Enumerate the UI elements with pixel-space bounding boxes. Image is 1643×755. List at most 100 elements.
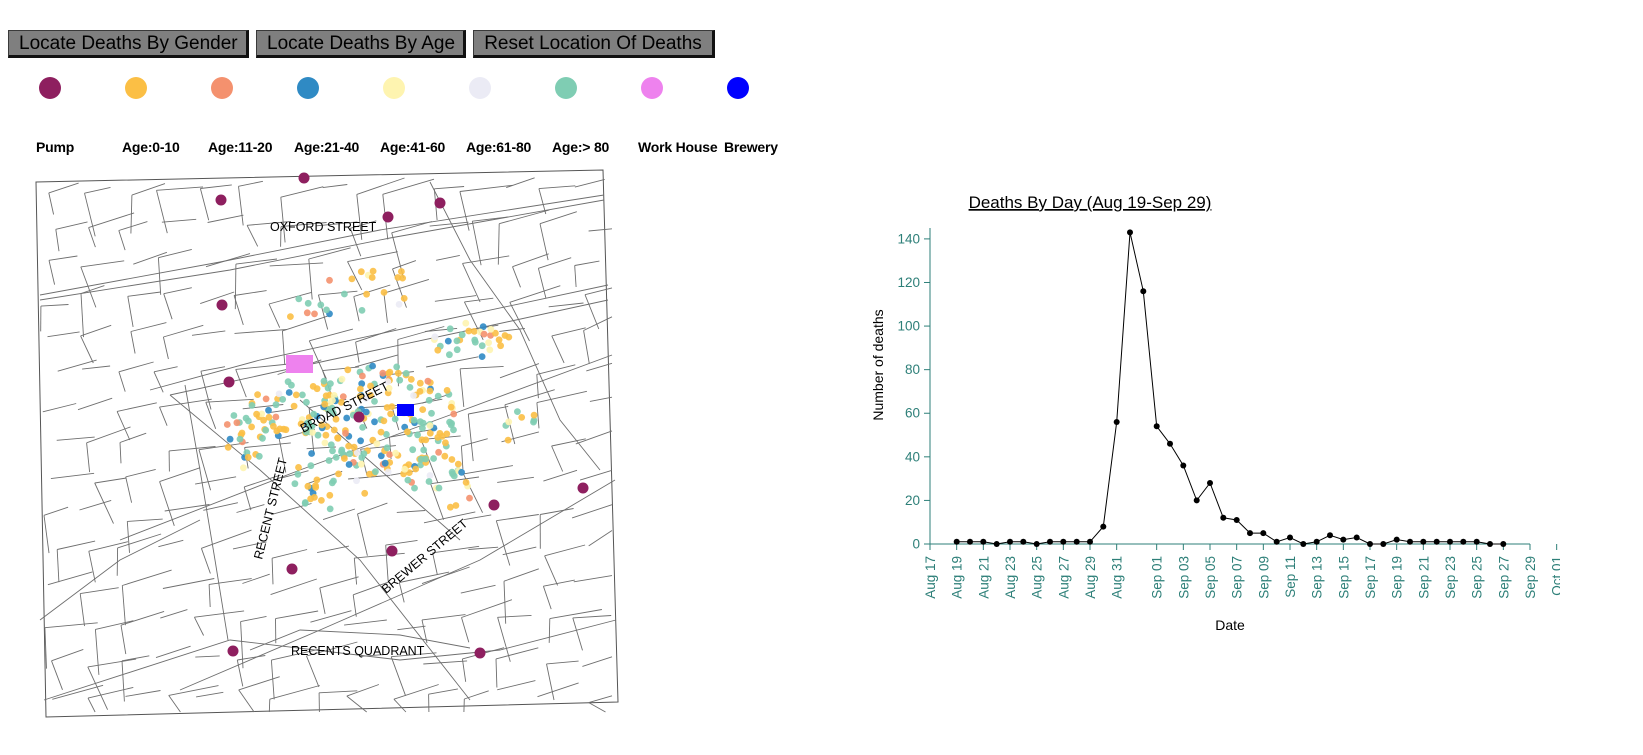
death-marker-98[interactable]	[386, 368, 394, 376]
death-marker-329[interactable]	[318, 497, 325, 504]
death-marker-297[interactable]	[417, 455, 425, 463]
data-point-19[interactable]	[1207, 480, 1213, 486]
death-marker-354[interactable]	[311, 310, 318, 318]
death-marker-358[interactable]	[304, 299, 312, 307]
data-point-31[interactable]	[1367, 541, 1373, 547]
death-marker-161[interactable]	[396, 376, 404, 384]
death-marker-148[interactable]	[338, 375, 346, 383]
death-marker-296[interactable]	[458, 468, 465, 476]
work-house-marker[interactable]	[286, 355, 313, 373]
death-marker-186[interactable]	[485, 339, 492, 347]
death-marker-41[interactable]	[417, 461, 424, 469]
death-marker-96[interactable]	[327, 441, 335, 449]
death-marker-138[interactable]	[360, 450, 368, 458]
death-marker-357[interactable]	[287, 313, 294, 320]
death-marker-277[interactable]	[411, 484, 418, 492]
death-marker-257[interactable]	[236, 435, 244, 443]
pump-marker-8[interactable]	[577, 482, 589, 494]
death-marker-205[interactable]	[328, 404, 336, 412]
death-marker-144[interactable]	[383, 404, 391, 411]
death-marker-165[interactable]	[322, 431, 330, 439]
death-marker-200[interactable]	[322, 392, 330, 400]
death-marker-353[interactable]	[317, 301, 325, 309]
data-point-34[interactable]	[1407, 538, 1413, 545]
death-marker-314[interactable]	[307, 462, 315, 470]
data-point-30[interactable]	[1353, 534, 1360, 541]
death-marker-267[interactable]	[233, 419, 241, 427]
death-marker-286[interactable]	[441, 452, 449, 460]
death-marker-54[interactable]	[321, 439, 329, 447]
death-marker-68[interactable]	[424, 377, 432, 385]
death-marker-342[interactable]	[394, 274, 402, 281]
death-marker-175[interactable]	[492, 329, 499, 337]
death-marker-352[interactable]	[530, 411, 538, 419]
death-marker-97[interactable]	[402, 370, 410, 377]
death-marker-149[interactable]	[346, 450, 354, 458]
pump-marker-9[interactable]	[386, 545, 398, 557]
death-marker-333[interactable]	[357, 268, 365, 276]
death-marker-237[interactable]	[272, 401, 280, 409]
death-marker-284[interactable]	[430, 455, 437, 462]
death-marker-50[interactable]	[425, 396, 433, 404]
data-point-25[interactable]	[1287, 534, 1293, 541]
death-marker-32[interactable]	[386, 451, 393, 458]
death-marker-303[interactable]	[447, 503, 454, 511]
death-marker-113[interactable]	[419, 406, 427, 413]
death-marker-90[interactable]	[383, 444, 391, 452]
locate-by-gender-button[interactable]: Locate Deaths By Gender	[8, 30, 249, 58]
pump-marker-4[interactable]	[216, 299, 228, 311]
death-marker-243[interactable]	[321, 400, 329, 408]
death-marker-273[interactable]	[238, 429, 246, 437]
data-point-10[interactable]	[1087, 538, 1093, 545]
data-point-2[interactable]	[980, 538, 987, 545]
death-marker-265[interactable]	[265, 413, 273, 421]
data-point-27[interactable]	[1313, 538, 1320, 545]
brewery-marker[interactable]	[397, 404, 414, 416]
pump-marker-12[interactable]	[474, 647, 486, 659]
death-marker-146[interactable]	[357, 460, 365, 468]
death-marker-142[interactable]	[416, 388, 424, 395]
death-marker-261[interactable]	[223, 421, 231, 428]
data-point-15[interactable]	[1153, 423, 1160, 430]
death-marker-319[interactable]	[341, 455, 348, 462]
data-point-3[interactable]	[993, 541, 1000, 547]
death-marker-157[interactable]	[357, 385, 364, 393]
death-marker-294[interactable]	[425, 478, 433, 485]
death-marker-350[interactable]	[518, 414, 526, 421]
death-marker-291[interactable]	[462, 479, 470, 486]
death-marker-61[interactable]	[414, 431, 421, 439]
death-marker-184[interactable]	[446, 325, 454, 333]
death-marker-79[interactable]	[353, 449, 361, 457]
death-marker-121[interactable]	[447, 403, 455, 411]
death-marker-316[interactable]	[335, 470, 342, 478]
death-marker-118[interactable]	[426, 387, 434, 395]
death-marker-160[interactable]	[391, 415, 399, 423]
death-marker-53[interactable]	[320, 377, 328, 385]
death-marker-251[interactable]	[230, 412, 238, 419]
death-marker-39[interactable]	[435, 448, 442, 456]
death-marker-229[interactable]	[318, 421, 326, 429]
data-point-9[interactable]	[1073, 538, 1080, 545]
death-marker-169[interactable]	[372, 468, 379, 476]
death-marker-25[interactable]	[332, 454, 340, 461]
pump-marker-3[interactable]	[434, 197, 446, 209]
death-marker-171[interactable]	[479, 323, 487, 331]
death-marker-322[interactable]	[326, 505, 334, 513]
death-marker-230[interactable]	[279, 396, 287, 403]
death-marker-324[interactable]	[307, 495, 314, 503]
pump-marker-2[interactable]	[382, 211, 394, 223]
death-marker-28[interactable]	[442, 439, 449, 447]
death-marker-301[interactable]	[412, 465, 420, 473]
death-marker-339[interactable]	[368, 274, 376, 281]
death-marker-326[interactable]	[353, 477, 360, 485]
death-marker-347[interactable]	[504, 436, 512, 444]
death-marker-183[interactable]	[453, 346, 461, 354]
data-point-7[interactable]	[1047, 538, 1053, 545]
pump-marker-0[interactable]	[298, 172, 310, 184]
death-marker-116[interactable]	[371, 398, 378, 405]
death-marker-351[interactable]	[505, 418, 513, 426]
data-point-26[interactable]	[1300, 541, 1307, 547]
death-marker-24[interactable]	[385, 384, 393, 392]
death-marker-224[interactable]	[275, 390, 283, 398]
death-marker-189[interactable]	[453, 337, 461, 345]
